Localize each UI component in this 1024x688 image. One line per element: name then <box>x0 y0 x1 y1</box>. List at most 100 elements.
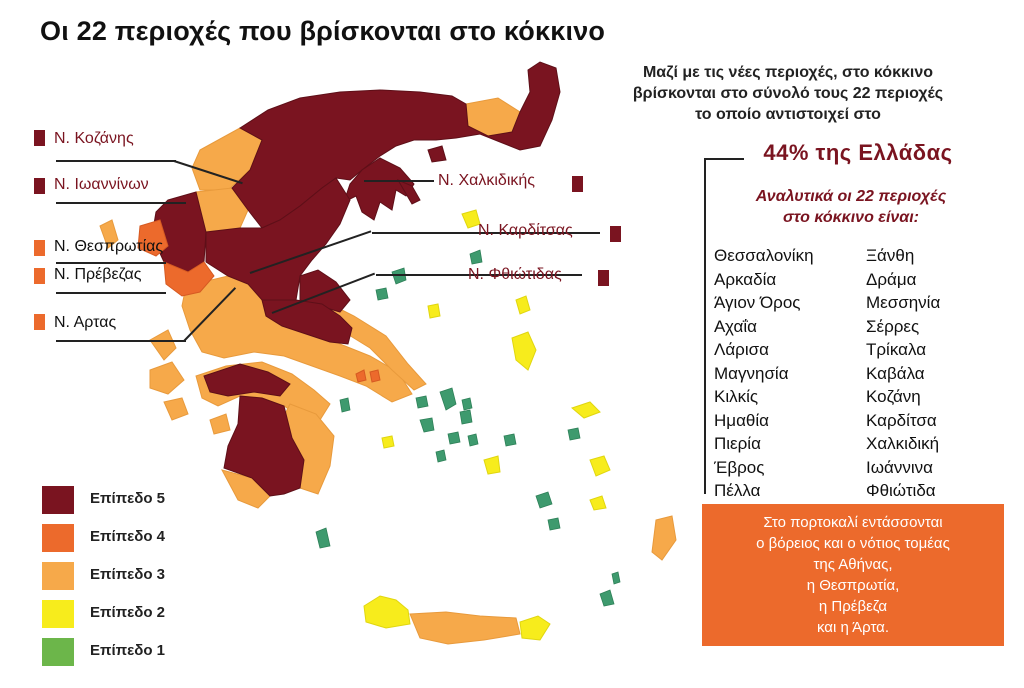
region-chios <box>515 295 531 315</box>
leader-line-kozani <box>56 160 176 162</box>
regions-list-left: Θεσσαλονίκη Αρκαδία Άγιον Όρος Αχαΐα Λάρ… <box>714 244 814 503</box>
intro-text: Μαζί με τις νέες περιοχές, στο κόκκινο β… <box>588 62 988 125</box>
level4-regions <box>137 219 381 383</box>
region-lesvos <box>511 331 537 371</box>
list-item: Φθιώτιδα <box>866 481 936 500</box>
list-heading: Αναλυτικά οι 22 περιοχές στο κόκκινο είν… <box>706 186 996 228</box>
list-item: Κιλκίς <box>714 387 759 406</box>
region-achaia <box>203 363 291 397</box>
list-item: Άγιον Όρος <box>714 293 801 312</box>
orange-note-line-6: και η Άρτα. <box>816 619 890 636</box>
intro-line-3: το οποίο αντιστοιχεί στο <box>695 106 881 123</box>
level1-regions <box>315 249 621 607</box>
intro-line-2: βρίσκονται στο σύνολό τους 22 περιοχές <box>632 85 944 102</box>
list-item: Σέρρες <box>866 316 920 336</box>
orange-note-line-2: ο βόρειος και ο νότιος τομέας <box>756 535 950 552</box>
region-athos <box>396 178 421 205</box>
leader-line-karditsa <box>372 232 600 234</box>
marker-fthiotida <box>598 270 609 286</box>
legend-label-level1: Επίπεδο 1 <box>90 642 166 659</box>
region-thesprotia <box>137 219 169 257</box>
legend-swatch-level4 <box>42 524 74 552</box>
list-item: Πέλλα <box>714 481 761 500</box>
leader-line-chalkidiki <box>364 180 434 182</box>
region-corfu <box>99 219 119 249</box>
marker-preveza <box>34 268 45 284</box>
callout-arta: Ν. Αρτας <box>54 314 117 331</box>
list-heading-line-2: στο κόκκινο είναι: <box>783 209 919 226</box>
list-divider-vertical <box>704 158 706 494</box>
level2-regions <box>363 209 611 641</box>
list-item: Ημαθία <box>714 410 769 430</box>
region-cyclades-2 <box>427 303 441 319</box>
greece-map <box>99 61 677 645</box>
leader-line-preveza <box>56 292 166 294</box>
list-item: Αρκαδία <box>714 269 777 289</box>
region-athens-south <box>369 369 381 383</box>
region-preveza-arta <box>163 261 215 297</box>
region-macedonia-thrace <box>231 61 561 229</box>
list-item: Πιερία <box>714 434 761 453</box>
legend-swatch-level1 <box>42 638 74 666</box>
marker-kozani <box>34 130 45 146</box>
legend-swatch-level3 <box>42 562 74 590</box>
page-title: Οι 22 περιοχές που βρίσκονται στο κόκκιν… <box>40 16 606 46</box>
leader-line-arta <box>56 340 186 342</box>
list-item: Δράμα <box>866 269 917 289</box>
region-crete-central <box>409 611 521 645</box>
regions-list-right: Ξάνθη Δράμα Μεσσηνία Σέρρες Τρίκαλα Καβά… <box>866 244 940 503</box>
list-item: Θεσσαλονίκη <box>714 246 814 265</box>
region-thasos <box>427 145 447 163</box>
region-samos <box>570 401 601 419</box>
region-zakynthos <box>163 397 189 421</box>
region-fthiotida <box>261 299 353 345</box>
callout-ioannina: Ν. Ιωαννίνων <box>54 176 149 193</box>
list-item: Αχαΐα <box>714 316 757 336</box>
list-item: Κοζάνη <box>866 387 921 406</box>
legend-label-level5: Επίπεδο 5 <box>90 490 166 507</box>
marker-arta <box>34 314 45 330</box>
callout-thesprotia: Ν. Θεσπρωτίας <box>54 238 164 255</box>
callout-chalkidiki: Ν. Χαλκιδικής <box>438 172 535 189</box>
region-athens-north <box>355 369 367 383</box>
region-rhodes <box>651 515 677 561</box>
list-item: Καρδίτσα <box>866 410 937 430</box>
callout-fthiotida: Ν. Φθιώτιδας <box>468 266 562 283</box>
leader-line-ioannina <box>56 202 186 204</box>
region-arcadia-messinia <box>223 395 305 497</box>
marker-chalkidiki <box>572 176 583 192</box>
callout-karditsa: Ν. Καρδίτσας <box>478 222 573 239</box>
region-thessaly-karditsa-trikala <box>205 177 351 309</box>
list-item: Ξάνθη <box>866 246 915 265</box>
list-heading-line-1: Αναλυτικά οι 22 περιοχές <box>755 188 947 205</box>
marker-ioannina <box>34 178 45 194</box>
orange-note-line-4: η Θεσπρωτία, <box>806 577 900 594</box>
list-item: Μεσσηνία <box>866 293 941 312</box>
legend-label-level3: Επίπεδο 3 <box>90 566 166 583</box>
orange-note-line-1: Στο πορτοκαλί εντάσσονται <box>763 514 943 531</box>
intro-line-1: Μαζί με τις νέες περιοχές, στο κόκκινο <box>642 64 934 81</box>
level5-regions <box>151 61 561 497</box>
legend-swatch-level2 <box>42 600 74 628</box>
list-item: Μαγνησία <box>714 363 789 383</box>
orange-note-line-3: της Αθήνας, <box>813 556 893 573</box>
region-limnos <box>461 209 481 229</box>
orange-note-line-5: η Πρέβεζα <box>818 598 888 615</box>
percentage-headline: 44% της Ελλάδας <box>763 140 953 165</box>
list-item: Τρίκαλα <box>866 340 927 359</box>
legend-label-level4: Επίπεδο 4 <box>90 528 166 545</box>
marker-thesprotia <box>34 240 45 256</box>
leader-line-fthiotida <box>376 274 582 276</box>
list-item: Καβάλα <box>866 363 925 383</box>
callout-kozani: Ν. Κοζάνης <box>54 130 134 147</box>
leader-line-thesprotia <box>56 262 166 264</box>
legend-swatch-level5 <box>42 486 74 514</box>
region-kythira <box>381 435 395 449</box>
list-item: Χαλκιδική <box>866 434 940 453</box>
region-cyclades-1 <box>483 455 501 475</box>
region-ionian-lefkada <box>149 329 177 361</box>
list-item: Έβρος <box>714 457 765 477</box>
region-crete-east <box>519 615 551 641</box>
region-kefalonia <box>149 361 185 395</box>
region-small-isle-1 <box>209 413 231 435</box>
